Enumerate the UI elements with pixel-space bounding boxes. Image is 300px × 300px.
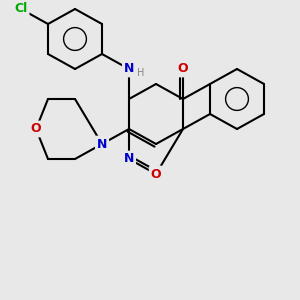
Text: N: N: [124, 152, 134, 166]
Text: N: N: [124, 62, 134, 76]
Text: O: O: [151, 167, 161, 181]
Text: N: N: [97, 137, 107, 151]
Text: H: H: [137, 68, 144, 78]
Text: O: O: [31, 122, 41, 136]
Text: Cl: Cl: [14, 2, 28, 16]
Text: O: O: [178, 62, 188, 76]
